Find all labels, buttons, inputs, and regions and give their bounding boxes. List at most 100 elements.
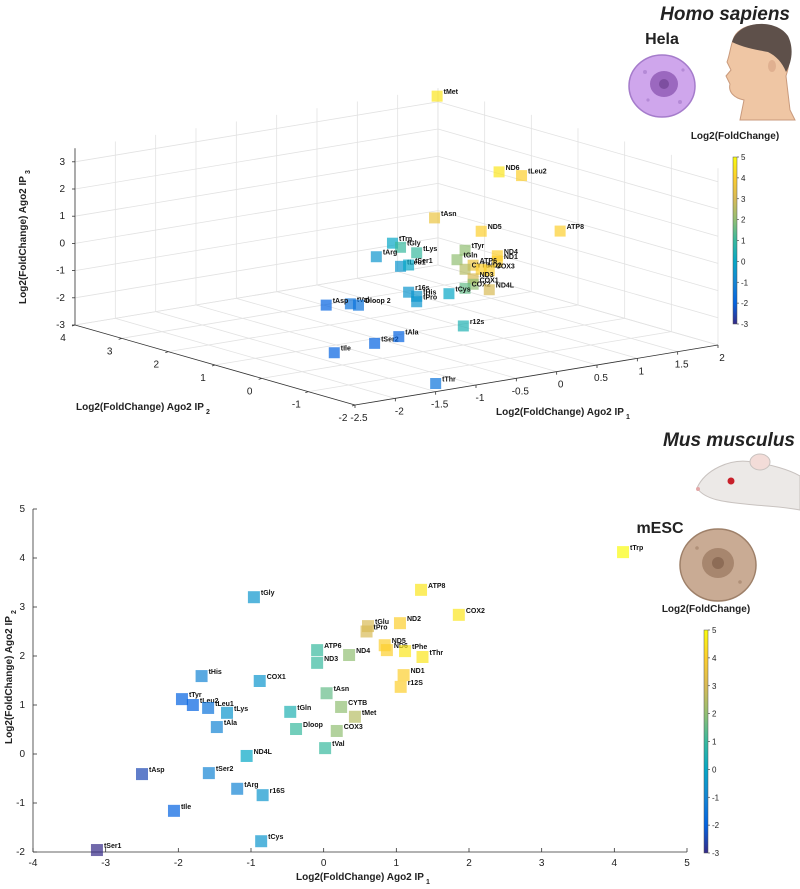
data-point xyxy=(429,212,441,224)
data-point xyxy=(416,650,429,663)
point-label: tLeu1 xyxy=(407,259,426,266)
data-point xyxy=(403,259,415,271)
axis-label: Log2(FoldChange) Ago2 IP 1 xyxy=(496,407,630,421)
tick-mark xyxy=(211,364,216,367)
data-point xyxy=(467,278,479,290)
colorbar xyxy=(732,156,738,325)
data-point xyxy=(352,299,364,311)
point-label: ND3 xyxy=(324,656,338,663)
data-point xyxy=(475,263,487,275)
point-label: Dloop xyxy=(303,722,323,729)
data-point xyxy=(452,608,465,621)
point-label: COX1 xyxy=(267,674,286,681)
data-point xyxy=(483,284,495,296)
grid-line xyxy=(74,128,439,190)
grid-line xyxy=(74,101,439,163)
data-point xyxy=(467,259,479,271)
axis-label-text: Log2(FoldChange) Ago2 IP xyxy=(76,402,204,413)
data-point xyxy=(256,789,269,802)
data-point xyxy=(394,680,407,693)
point-label: COX2 xyxy=(466,608,485,615)
data-point xyxy=(386,237,398,249)
colorbar-tick-label: 2 xyxy=(712,710,717,719)
mesc-cell-illustration xyxy=(679,528,757,602)
data-point xyxy=(247,591,260,604)
point-label: tLys xyxy=(234,706,248,713)
data-point xyxy=(395,260,407,272)
point-label: COX3 xyxy=(496,264,515,271)
data-point xyxy=(202,767,215,780)
z-tick-label: -2 xyxy=(56,293,65,304)
grid-line xyxy=(437,128,719,210)
point-label: ATP8 xyxy=(428,583,445,590)
point-label: ND4L xyxy=(496,283,515,290)
point-label: tThr xyxy=(429,650,443,657)
point-label: tGly xyxy=(407,240,421,247)
x-tick-label: -2.5 xyxy=(350,413,368,424)
organism-title: Homo sapiens xyxy=(660,4,790,25)
axis-label-text: Log2(FoldChange) Ago2 IP xyxy=(496,407,624,418)
axis-label-subscript: 1 xyxy=(626,414,630,421)
x-tick-label: -1 xyxy=(247,858,256,869)
hela-cell-illustration xyxy=(628,54,696,118)
point-label: tSer1 xyxy=(415,258,433,265)
grid-line xyxy=(437,183,719,264)
axis-line xyxy=(354,344,719,406)
point-label: tGly xyxy=(261,590,275,597)
y-tick-label: -2 xyxy=(339,413,348,424)
colorbar-tick-label: -1 xyxy=(712,793,720,802)
grid-line xyxy=(168,291,532,353)
x-tick-label: 3 xyxy=(539,858,545,869)
tick-mark xyxy=(305,391,309,394)
data-point xyxy=(395,241,407,253)
tick-mark xyxy=(351,404,356,407)
y-tick-label: 1 xyxy=(19,700,25,711)
grid-line xyxy=(308,331,672,393)
data-point xyxy=(319,742,332,755)
axis-label-text: Log2(FoldChange) Ago2 IP xyxy=(296,872,424,883)
data-point xyxy=(380,644,393,657)
colorbar-tick-label: 3 xyxy=(712,682,717,691)
point-label: ND3 xyxy=(480,272,494,279)
data-point xyxy=(335,700,348,713)
x-tick-label: 2 xyxy=(466,858,472,869)
data-point xyxy=(202,701,215,714)
y-tick-label: 4 xyxy=(19,553,25,564)
point-label: tMet xyxy=(362,710,377,717)
z-tick-label: -1 xyxy=(56,266,65,277)
data-point xyxy=(403,286,415,298)
colorbar-tick-label: 1 xyxy=(712,738,717,747)
data-point xyxy=(411,247,423,259)
x-tick-label: -1.5 xyxy=(431,400,449,411)
point-label: tAsn xyxy=(441,211,457,218)
x-tick-label: -0.5 xyxy=(512,386,530,397)
data-point xyxy=(431,90,443,102)
y-tick-label: 3 xyxy=(19,602,25,613)
point-label: tLys xyxy=(423,246,437,253)
point-label: tGln xyxy=(464,253,478,260)
data-point xyxy=(210,721,223,734)
data-point xyxy=(617,546,630,559)
data-point xyxy=(399,645,412,658)
mouse-illustration xyxy=(696,453,800,511)
data-point xyxy=(253,674,266,687)
grid-line xyxy=(74,183,439,244)
axis-label: Log2(FoldChange) Ago2 IP 3 xyxy=(18,170,32,304)
data-point xyxy=(415,583,428,596)
data-point xyxy=(311,656,324,669)
colorbar-tick-label: 0 xyxy=(741,257,746,266)
x-tick-label: 5 xyxy=(684,858,690,869)
point-label: CYTB xyxy=(348,700,367,707)
point-label: ND4 xyxy=(504,249,518,256)
data-point xyxy=(393,331,405,343)
x-tick-label: -1 xyxy=(476,393,485,404)
y-tick-label: 2 xyxy=(19,651,25,662)
colorbar-tick-label: -3 xyxy=(712,849,720,858)
z-tick-label: 1 xyxy=(59,211,65,222)
point-label: tTyr xyxy=(472,243,485,250)
z-tick-label: 2 xyxy=(59,184,65,195)
y-tick-label: 1 xyxy=(200,373,206,384)
point-label: tArg xyxy=(383,250,397,257)
data-point xyxy=(443,288,455,300)
